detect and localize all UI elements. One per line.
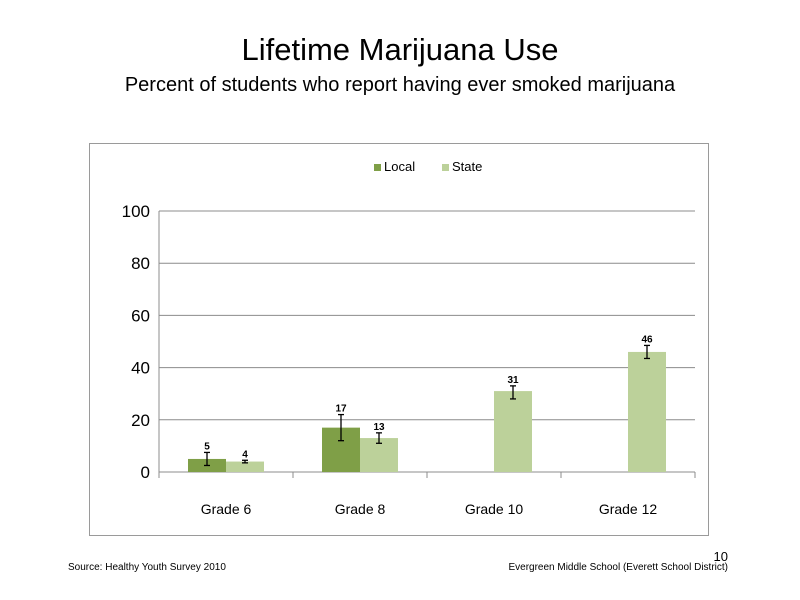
bar (226, 461, 264, 472)
legend-swatch (374, 164, 381, 171)
legend-label: Local (384, 159, 415, 174)
data-label: 13 (373, 422, 385, 433)
slide-subtitle: Percent of students who report having ev… (124, 74, 676, 96)
chart-frame: 0 20 40 60 80 100 Grade 6 Grade 8 Grade 10 Grade … (89, 143, 709, 536)
data-label: 46 (641, 334, 653, 345)
y-tick-label: 80 (131, 254, 150, 273)
slide-title: Lifetime Marijuana Use (241, 32, 559, 67)
data-label: 4 (242, 449, 248, 460)
y-tick-label: 20 (131, 411, 150, 430)
school-name: Evergreen Middle School (Everett School … (508, 562, 728, 573)
bar-chart: 0 20 40 60 80 100 Grade 6 Grade 8 Grade 10 Grade … (122, 159, 696, 517)
bar (628, 351, 666, 472)
y-tick-label: 60 (131, 306, 150, 325)
legend-swatch (442, 164, 449, 171)
x-tick-label: Grade 6 (201, 501, 252, 517)
x-tick-label: Grade 8 (335, 501, 386, 517)
x-tick-label: Grade 12 (599, 501, 658, 517)
source-note: Source: Healthy Youth Survey 2010 (68, 562, 226, 573)
x-tick-label: Grade 10 (465, 501, 524, 517)
y-tick-label: 0 (141, 463, 150, 482)
slide-number: 10 (713, 549, 728, 564)
y-tick-label: 100 (122, 202, 150, 221)
data-label: 5 (204, 441, 210, 452)
data-label: 17 (335, 404, 347, 415)
data-label: 31 (507, 375, 519, 386)
y-tick-label: 40 (131, 359, 150, 378)
bar (494, 391, 532, 472)
legend-label: State (452, 159, 482, 174)
